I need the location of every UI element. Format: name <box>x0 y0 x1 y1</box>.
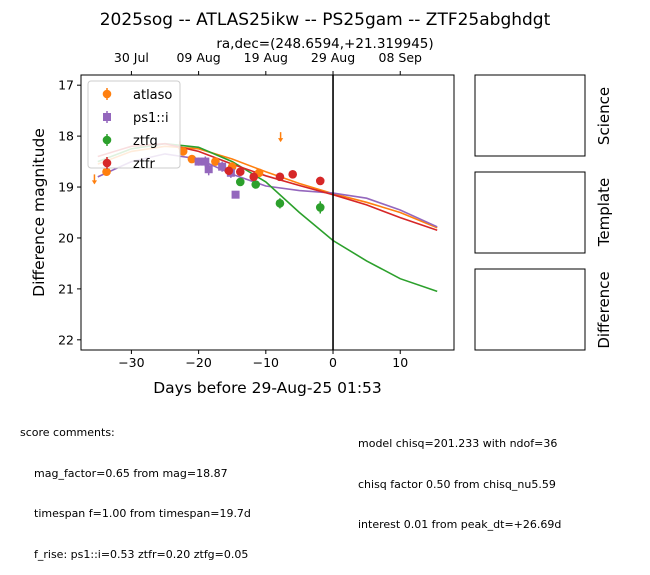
x-tick-label: −10 <box>253 355 279 370</box>
plot-frame <box>80 74 455 351</box>
data-point-ps1--i <box>218 162 227 171</box>
legend-marker <box>103 113 111 121</box>
template-panel <box>474 171 586 254</box>
science-panel <box>474 74 586 157</box>
data-point-atlaso <box>187 154 197 164</box>
data-point-ps1--i <box>201 157 210 166</box>
data-point-atlaso <box>102 167 111 177</box>
x-tick-label: −20 <box>185 355 211 370</box>
y-axis-label: Difference magnitude <box>30 128 48 297</box>
difference-panel <box>474 268 586 351</box>
x-tick-label: 0 <box>329 355 337 370</box>
light-curve-plot: −30 −20 −10 0 10 30 Jul 09 Aug 19 Aug 29 Aug 08 S… <box>30 50 455 397</box>
legend-marker <box>102 158 112 168</box>
x-tick-label: −30 <box>118 355 144 370</box>
y-tick-label: 18 <box>58 129 74 144</box>
data-point-ztfr <box>288 170 298 179</box>
score-comment-line: model chisq=201.233 with ndof=36 <box>358 437 558 450</box>
top-tick-label: 08 Sep <box>379 50 423 65</box>
legend-label: ps1::i <box>133 111 169 126</box>
data-point-ztfg <box>235 177 245 187</box>
data-point-ztfg <box>315 203 325 212</box>
figure-title: 2025sog -- ATLAS25ikw -- PS25gam -- ZTF2… <box>100 10 551 30</box>
data-point-ztfr <box>224 166 234 176</box>
upper-limit-atlaso <box>278 138 284 143</box>
score-comment-line: f_rise: ps1::i=0.53 ztfr=0.20 ztfg=0.05 <box>34 547 249 561</box>
data-point-ztfr <box>315 176 325 186</box>
upper-limit-atlaso <box>91 180 98 185</box>
score-comment-line: mag_factor=0.65 from mag=18.87 <box>34 466 228 480</box>
data-point-ps1--i <box>231 190 240 199</box>
data-point-ps1--i <box>204 165 213 174</box>
data-point-ztfg <box>251 180 261 189</box>
data-point-ztfr <box>235 167 245 177</box>
data-point-ztfr <box>275 172 285 182</box>
top-tick-label: 09 Aug <box>176 50 220 65</box>
data-point-atlaso <box>211 157 220 166</box>
y-tick-label: 17 <box>58 78 74 93</box>
legend-label: ztfg <box>133 134 158 149</box>
x-axis-label: Days before 29-Aug-25 01:53 <box>153 379 382 397</box>
science-panel-label: Science <box>595 87 613 145</box>
y-tick-label: 21 <box>58 281 74 296</box>
score-comments-right: model chisq=201.233 with ndof=36 chisq f… <box>358 410 561 545</box>
top-tick-label: 29 Aug <box>311 50 355 65</box>
y-tick-label: 20 <box>58 230 74 245</box>
data-point-ztfg <box>275 199 285 208</box>
legend-box <box>87 80 181 169</box>
difference-panel-label: Difference <box>595 271 613 348</box>
top-tick-label: 19 Aug <box>244 50 288 65</box>
score-comment-line: chisq factor 0.50 from chisq_nu5.59 <box>358 477 556 491</box>
figure-subtitle: ra,dec=(248.6594,+21.319945) <box>216 36 433 52</box>
legend-label: ztfr <box>133 157 155 172</box>
legend-label: atlaso <box>133 88 172 103</box>
x-tick-label: 10 <box>392 355 408 370</box>
template-panel-label: Template <box>595 178 613 247</box>
score-comment-line: interest 0.01 from peak_dt=+26.69d <box>358 518 562 531</box>
data-point-ps1--i <box>194 157 203 166</box>
score-comments-heading: score comments: <box>20 426 115 439</box>
score-comments-left: score comments: mag_factor=0.65 from mag… <box>20 399 251 575</box>
legend-marker <box>102 135 112 145</box>
y-tick-label: 19 <box>58 180 74 195</box>
y-tick-label: 22 <box>58 332 74 347</box>
figure: 2025sog -- ATLAS25ikw -- PS25gam -- ZTF2… <box>30 10 613 397</box>
score-comment-line: timespan f=1.00 from timespan=19.7d <box>34 507 251 520</box>
top-tick-label: 30 Jul <box>114 50 149 65</box>
data-point-ztfr <box>249 172 259 182</box>
legend-marker <box>102 89 112 99</box>
